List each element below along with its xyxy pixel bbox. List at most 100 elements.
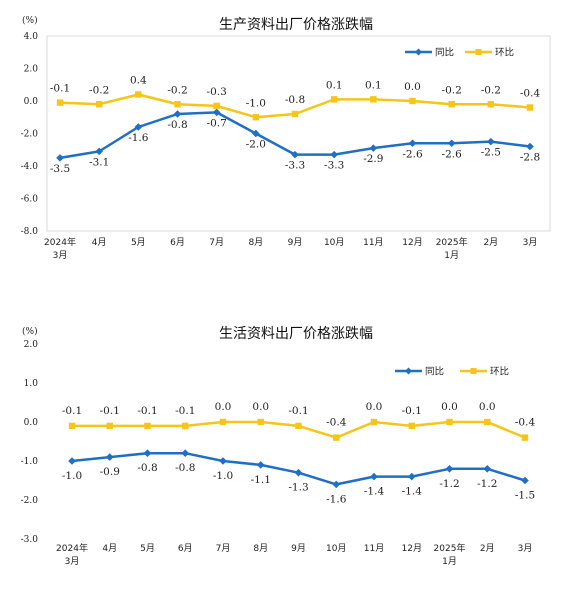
mom-data-point <box>213 102 220 110</box>
x-tick-label: 11月 <box>363 237 383 248</box>
yoy-data-point <box>407 472 416 481</box>
mom-data-label: -0.2 <box>481 84 501 96</box>
yoy-data-label: -2.6 <box>442 148 463 160</box>
yoy-data-label: -2.0 <box>246 139 266 151</box>
x-tick-label: 6月 <box>170 237 185 248</box>
legend-2-yoy-marker <box>405 367 412 375</box>
mom-data-label: -0.2 <box>442 84 462 96</box>
x-tick-label: 1月 <box>444 250 459 261</box>
x-tick-label: 7月 <box>216 543 231 554</box>
chart-1-data-labels: -3.5 -3.1 -1.6 -0.8 -0.7 -2.0 -3.3 -3.3 -2.9 -2.6… <box>50 75 541 175</box>
chart-1-series <box>56 91 534 162</box>
mom-data-label: -0.4 <box>515 417 536 429</box>
mom-data-label: -0.2 <box>89 84 109 96</box>
yoy-data-label: -1.0 <box>62 470 82 482</box>
chart-1-x-axis: 2024年 3月 4月 5月 6月 7月 8月 9月 10月 11月 12月 2025年 1月 2月 3月 <box>44 236 537 261</box>
yoy-data-label: -2.9 <box>363 153 383 165</box>
x-tick-label: 3月 <box>523 237 538 248</box>
mom-data-label: 0.1 <box>365 79 382 91</box>
yoy-data-point <box>56 154 64 162</box>
chart-1-unit: (%) <box>22 15 38 26</box>
mom-data-point <box>252 114 260 121</box>
mom-data-point <box>446 418 453 426</box>
mom-data-label: 0.0 <box>215 401 232 413</box>
mom-data-point <box>56 99 64 106</box>
yoy-data-label: -0.8 <box>167 119 187 131</box>
yoy-data-point <box>447 139 456 148</box>
yoy-data-label: -3.5 <box>50 163 70 175</box>
mom-data-point <box>174 101 181 108</box>
y-tick-label: -3.0 <box>21 535 39 545</box>
y-tick-label: -2.0 <box>21 496 39 506</box>
mom-data-label: -0.1 <box>137 405 157 417</box>
x-tick-label: 7月 <box>209 237 224 248</box>
mom-data-point <box>408 422 415 430</box>
yoy-data-point <box>68 457 76 465</box>
x-tick-label: 4月 <box>92 237 107 248</box>
yoy-data-point <box>291 150 299 159</box>
y-tick-label: 2.0 <box>24 65 39 75</box>
mom-data-label: -0.4 <box>326 417 347 429</box>
yoy-data-point <box>219 457 227 465</box>
yoy-data-point <box>212 108 221 117</box>
x-tick-label: 2025年 <box>436 236 468 248</box>
mom-data-point <box>182 422 189 430</box>
mom-data-label: -0.1 <box>288 405 308 417</box>
x-tick-label: 8月 <box>253 543 268 554</box>
yoy-data-point <box>252 129 260 138</box>
yoy-data-point <box>483 465 492 473</box>
x-tick-label: 11月 <box>364 543 384 554</box>
yoy-data-point <box>95 147 103 156</box>
mom-data-label: 0.0 <box>479 401 496 413</box>
mom-data-label: -0.1 <box>50 83 70 95</box>
mom-data-point <box>370 418 378 426</box>
chart-production-materials: 生产资料出厂价格涨跌幅 (%) 4.0 2.0 0.0 -2.0 -4.0 -6.0 -8.… <box>21 15 551 261</box>
x-tick-label: 12月 <box>402 543 422 554</box>
mom-data-label: -1.0 <box>246 97 266 109</box>
x-tick-label: 2024年 <box>56 542 88 554</box>
y-tick-label: -2.0 <box>21 130 39 140</box>
x-tick-label: 3月 <box>518 543 533 554</box>
chart-2-y-axis: 2.0 1.0 0.0 -1.0 -2.0 -3.0 <box>21 340 39 545</box>
legend-1-yoy-label: 同比 <box>435 47 454 59</box>
mom-data-label: -0.4 <box>520 88 541 100</box>
x-tick-label: 8月 <box>248 237 263 248</box>
yoy-data-label: -1.0 <box>213 470 233 482</box>
mom-data-point <box>257 418 264 426</box>
y-tick-label: 0.0 <box>24 418 39 428</box>
yoy-data-label: -1.4 <box>364 486 385 498</box>
chart-2-unit: (%) <box>22 326 38 337</box>
mom-data-point <box>68 422 76 430</box>
legend-2-mom-marker <box>470 368 477 374</box>
y-tick-label: 4.0 <box>24 32 39 42</box>
yoy-data-label: -0.9 <box>100 466 120 478</box>
mom-data-label: 0.0 <box>404 81 421 93</box>
mom-data-label: -0.2 <box>167 84 187 96</box>
yoy-data-label: -3.3 <box>324 160 344 172</box>
legend-1-yoy-marker <box>415 48 422 56</box>
mom-data-point <box>448 101 455 108</box>
y-tick-label: -4.0 <box>21 162 39 172</box>
mom-data-point <box>144 422 151 430</box>
x-tick-label: 3月 <box>53 250 68 261</box>
mom-data-point <box>370 96 377 103</box>
yoy-data-point <box>521 476 529 485</box>
yoy-data-point <box>143 449 152 457</box>
yoy-data-point <box>181 449 190 457</box>
x-tick-label: 5月 <box>131 237 146 248</box>
yoy-data-point <box>487 137 495 146</box>
yoy-data-point <box>332 480 341 489</box>
mom-data-label: -0.1 <box>62 405 82 417</box>
yoy-data-label: -1.6 <box>128 132 149 144</box>
mom-data-point <box>135 91 142 98</box>
chart-2-series <box>68 418 529 489</box>
yoy-data-label: -0.7 <box>207 117 227 129</box>
mom-data-label: -0.1 <box>175 405 195 417</box>
yoy-data-point <box>526 142 534 151</box>
x-tick-label: 9月 <box>291 543 306 554</box>
x-tick-label: 1月 <box>442 556 457 567</box>
chart-2-x-axis: 2024年 3月 4月 5月 6月 7月 8月 9月 10月 11月 12月 2025年 1月 2月 3月 <box>56 542 532 567</box>
yoy-data-point <box>369 144 378 152</box>
x-tick-label: 4月 <box>102 543 117 554</box>
yoy-data-point <box>370 472 378 481</box>
